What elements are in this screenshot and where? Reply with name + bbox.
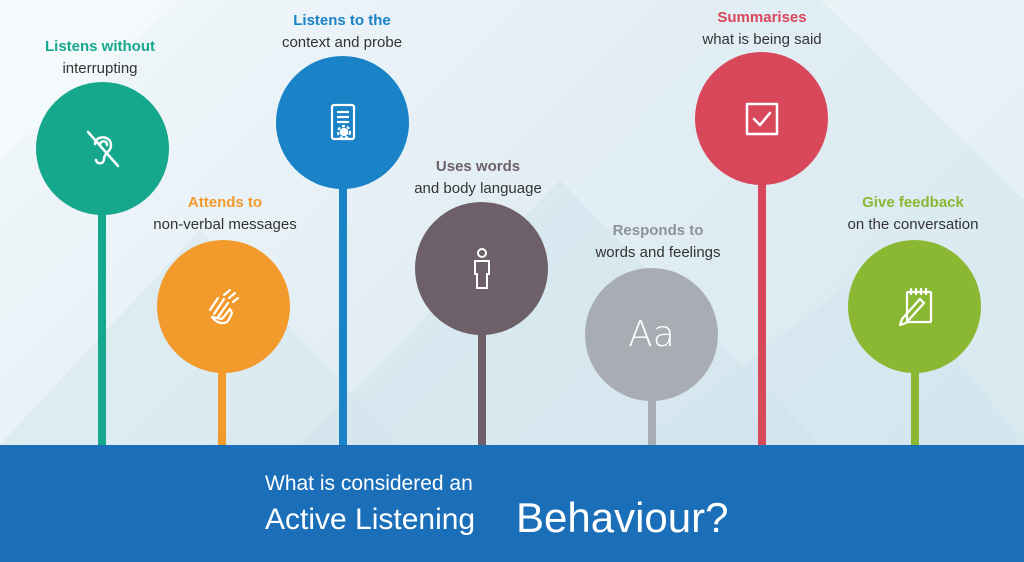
caption-5: Responds to words and feelings (548, 220, 768, 264)
stem-6 (758, 180, 766, 445)
caption-subtitle: context and probe (281, 34, 403, 51)
caption-title: Summarises (717, 9, 807, 26)
caption-subtitle: interrupting (62, 60, 138, 77)
stem-7 (911, 355, 919, 445)
notepad-pencil-icon (898, 287, 932, 326)
caption-4: Uses words and body language (368, 156, 588, 200)
circle-uses-words (415, 202, 548, 335)
stem-4 (478, 320, 486, 445)
caption-title: Responds to (612, 222, 704, 239)
caption-title: Attends to (187, 194, 263, 211)
person-icon (473, 247, 490, 289)
banner-line1: What is considered an (265, 472, 473, 495)
caption-title: Listens to the (293, 12, 391, 29)
circle-listens-without-interrupting (36, 82, 169, 215)
circle-attends-to (157, 240, 290, 373)
caption-subtitle: and body language (414, 180, 542, 197)
caption-title: Uses words (435, 158, 521, 175)
checkbox-icon (745, 102, 778, 135)
stem-5 (648, 385, 656, 445)
text-aa-icon: Aa (628, 314, 675, 355)
stem-1 (98, 200, 106, 445)
circle-responds-to: Aa (585, 268, 718, 401)
document-gear-icon (330, 103, 355, 140)
banner-line2: Active Listening (265, 503, 476, 536)
caption-6: Summarises what is being said (652, 7, 872, 51)
stem-2 (218, 360, 226, 445)
caption-subtitle: non-verbal messages (153, 216, 297, 233)
hands-icon (208, 288, 239, 324)
caption-title: Give feedback (862, 194, 964, 211)
caption-2: Attends to non-verbal messages (115, 192, 335, 236)
caption-subtitle: words and feelings (595, 244, 721, 261)
title-banner (0, 445, 1024, 562)
circle-give-feedback (848, 240, 981, 373)
caption-3: Listens to the context and probe (232, 10, 452, 54)
banner-line3: Behaviour? (516, 494, 729, 541)
circle-summarises (695, 52, 828, 185)
caption-title: Listens without (45, 38, 155, 55)
caption-subtitle: what is being said (702, 31, 822, 48)
circle-listens-to-the-context (276, 56, 409, 189)
caption-1: Listens without interrupting (0, 36, 210, 80)
caption-subtitle: on the conversation (847, 216, 979, 233)
caption-7: Give feedback on the conversation (803, 192, 1023, 236)
stem-3 (339, 180, 347, 445)
no-hearing-icon (86, 130, 119, 167)
